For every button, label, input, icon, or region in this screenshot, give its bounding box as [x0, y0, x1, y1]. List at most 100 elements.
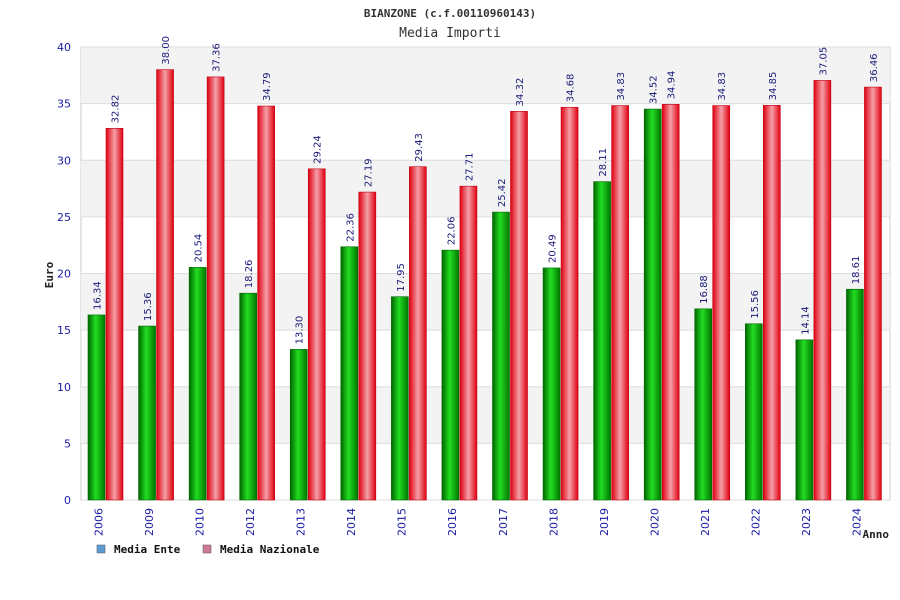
- bar-media-ente-2021: [694, 308, 713, 501]
- bar-media-nazionale-2019: [611, 105, 629, 501]
- y-tick-label: 35: [57, 98, 71, 111]
- value-label: 34.52: [649, 75, 660, 104]
- y-tick-label: 15: [57, 324, 71, 337]
- bar-media-ente-2012: [239, 292, 257, 501]
- value-label: 22.06: [446, 217, 457, 246]
- bar-media-nazionale-2021: [712, 105, 731, 501]
- bar-media-ente-2018: [542, 267, 561, 501]
- legend: Media Ente Media Nazionale: [96, 543, 320, 556]
- value-label: 16.88: [699, 275, 710, 304]
- value-label: 34.68: [566, 74, 577, 103]
- x-tick-label: 2021: [699, 508, 712, 536]
- bar-media-ente-2019: [593, 181, 611, 501]
- bar-media-nazionale-2015: [409, 166, 427, 501]
- bar-media-ente-2014: [340, 246, 359, 501]
- y-tick-label: 20: [57, 268, 71, 281]
- x-tick-label: 2010: [193, 508, 206, 536]
- value-label: 38.00: [161, 36, 172, 65]
- bars: [87, 69, 882, 501]
- value-label: 29.24: [313, 135, 324, 164]
- y-tick-label: 30: [57, 154, 71, 167]
- y-tick-label: 10: [57, 381, 71, 394]
- x-tick-label: 2013: [295, 508, 308, 536]
- bar-media-nazionale-2016: [459, 185, 478, 501]
- bar-media-ente-2024: [846, 288, 864, 501]
- value-label: 15.56: [750, 290, 761, 319]
- y-tick-label: 40: [57, 41, 71, 54]
- value-label: 34.79: [262, 72, 273, 101]
- bar-media-ente-2022: [745, 323, 763, 501]
- bar-media-nazionale-2009: [156, 69, 174, 501]
- x-tick-label: 2019: [598, 508, 611, 536]
- value-label: 14.14: [800, 306, 811, 335]
- x-axis-ticks: 2006 2009 2010 2012 2013 2014 2015 2016 2017 2018…: [92, 508, 863, 536]
- bar-media-ente-2023: [795, 339, 814, 501]
- bar-media-nazionale-2024: [864, 86, 882, 501]
- y-axis-label: Euro: [43, 261, 56, 288]
- value-label: 18.26: [244, 260, 255, 289]
- value-labels: 16.34 32.82 15.36 38.00 20.54 37.36 18.26 34.79…: [93, 36, 880, 344]
- value-label: 27.19: [363, 158, 374, 187]
- value-label: 20.49: [548, 234, 559, 263]
- x-tick-label: 2020: [648, 508, 661, 536]
- bar-media-ente-2013: [289, 349, 308, 501]
- x-tick-label: 2009: [143, 508, 156, 536]
- bar-media-ente-2006: [87, 314, 106, 501]
- legend-label-media-nazionale: Media Nazionale: [220, 543, 320, 556]
- bar-media-nazionale-2010: [206, 76, 225, 501]
- legend-swatch-media-ente: [96, 544, 106, 554]
- x-tick-label: 2018: [547, 508, 560, 536]
- value-label: 34.85: [768, 72, 779, 101]
- y-tick-label: 25: [57, 211, 71, 224]
- value-label: 27.71: [464, 153, 475, 182]
- x-tick-label: 2006: [92, 508, 105, 536]
- bar-media-ente-2016: [441, 249, 460, 501]
- value-label: 37.36: [212, 43, 223, 72]
- value-label: 25.42: [497, 178, 508, 207]
- bar-media-nazionale-2023: [813, 80, 832, 501]
- bar-media-ente-2015: [391, 296, 409, 501]
- x-tick-label: 2022: [750, 508, 763, 536]
- value-label: 29.43: [414, 133, 425, 162]
- legend-swatch-media-nazionale: [202, 544, 212, 554]
- value-label: 16.34: [93, 281, 104, 310]
- bar-media-ente-2020: [643, 108, 662, 501]
- value-label: 37.05: [818, 47, 829, 76]
- bar-media-nazionale-2012: [257, 105, 275, 501]
- bar-media-nazionale-2020: [661, 104, 680, 501]
- x-tick-label: 2017: [497, 508, 510, 536]
- x-tick-label: 2012: [244, 508, 257, 536]
- bar-media-nazionale-2006: [105, 128, 124, 501]
- x-tick-label: 2016: [446, 508, 459, 536]
- x-axis-label: Anno: [863, 528, 890, 541]
- bar-media-nazionale-2022: [763, 105, 781, 501]
- bar-media-nazionale-2013: [307, 168, 326, 501]
- value-label: 15.36: [143, 292, 154, 321]
- value-label: 34.83: [616, 72, 627, 101]
- chart-title: BIANZONE (c.f.00110960143): [364, 7, 536, 20]
- value-label: 34.32: [515, 78, 526, 107]
- y-tick-label: 5: [64, 437, 71, 450]
- x-tick-label: 2014: [345, 508, 358, 536]
- value-label: 28.11: [598, 148, 609, 177]
- value-label: 34.94: [667, 71, 678, 100]
- value-label: 22.36: [345, 213, 356, 242]
- value-label: 18.61: [851, 256, 862, 285]
- x-tick-label: 2015: [396, 508, 409, 536]
- value-label: 34.83: [717, 72, 728, 101]
- value-label: 13.30: [295, 316, 306, 345]
- chart-subtitle: Media Importi: [399, 26, 501, 41]
- x-tick-label: 2023: [800, 508, 813, 536]
- y-tick-label: 0: [64, 494, 71, 507]
- x-tick-label: 2024: [851, 508, 864, 536]
- bar-media-ente-2009: [138, 325, 156, 501]
- legend-label-media-ente: Media Ente: [114, 543, 181, 556]
- value-label: 20.54: [194, 234, 205, 263]
- y-axis-ticks: 0 5 10 15 20 25 30 35 40: [57, 41, 71, 507]
- value-label: 32.82: [111, 95, 122, 124]
- bar-media-ente-2017: [492, 211, 510, 501]
- bar-media-ente-2010: [188, 267, 207, 501]
- value-label: 17.95: [396, 263, 407, 292]
- value-label: 36.46: [869, 53, 880, 82]
